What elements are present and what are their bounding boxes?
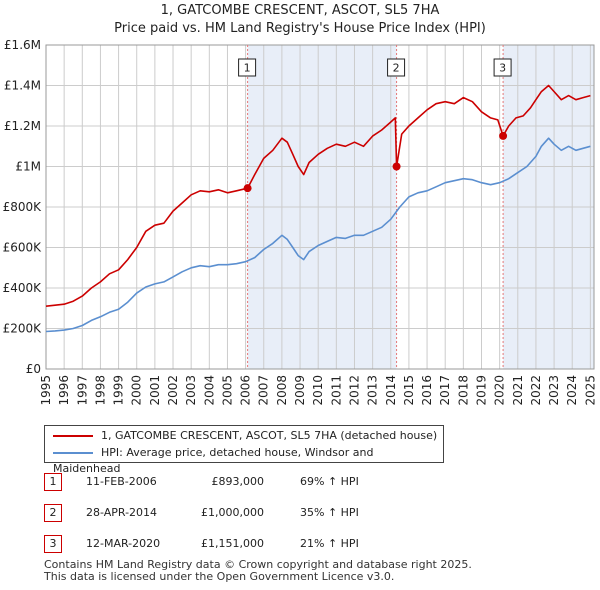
- x-tick-label: 1999: [112, 375, 126, 406]
- x-tick-label: 1997: [75, 375, 89, 406]
- sale-hpi-change: 69% ↑ HPI: [300, 475, 359, 488]
- y-tick-label: £800K: [3, 200, 43, 214]
- sale-point-marker: [243, 184, 252, 193]
- legend-item-hpi: HPI: Average price, detached house, Wind…: [53, 445, 443, 475]
- sale-label-number: 2: [393, 62, 400, 75]
- footer-line-2: This data is licensed under the Open Gov…: [44, 570, 395, 583]
- sale-point-marker: [392, 162, 401, 171]
- sale-point-marker: [499, 131, 508, 140]
- x-tick-label: 2009: [293, 375, 307, 406]
- sale-price: £1,000,000: [201, 506, 264, 519]
- x-tick-label: 1995: [39, 375, 53, 406]
- legend-item-property: 1, GATCOMBE CRESCENT, ASCOT, SL5 7HA (de…: [53, 428, 437, 444]
- sale-date: 11-FEB-2006: [86, 475, 157, 488]
- y-tick-label: £1.4M: [4, 79, 41, 93]
- x-tick-label: 2000: [130, 375, 144, 406]
- legend-hpi-swatch: [53, 452, 93, 454]
- plot-border: [45, 44, 595, 370]
- sale-hpi-change: 35% ↑ HPI: [300, 506, 359, 519]
- sale-label-box: [238, 58, 257, 77]
- sale-number-box: 3: [44, 535, 62, 553]
- x-tick-label: 1998: [93, 375, 107, 406]
- x-tick-label: 2021: [511, 375, 525, 406]
- y-tick-label: £200K: [3, 322, 43, 336]
- y-tick-label: £1.6M: [4, 38, 41, 52]
- title-line-2: Price paid vs. HM Land Registry's House …: [114, 21, 486, 36]
- x-tick-label: 2015: [402, 375, 416, 406]
- footer: Contains HM Land Registry data © Crown c…: [44, 559, 472, 583]
- sale-price: £893,000: [211, 475, 265, 488]
- sale-markers: 1 2 3: [238, 58, 512, 193]
- x-tick-label: 2008: [275, 375, 289, 406]
- sale-number-box: 2: [44, 504, 62, 522]
- y-tick-label: £400K: [3, 281, 43, 295]
- x-tick-label: 2025: [583, 375, 597, 406]
- x-tick-label: 2014: [384, 375, 398, 406]
- y-tick-label: £600K: [3, 241, 43, 255]
- sale-date: 12-MAR-2020: [86, 537, 161, 550]
- x-tick-label: 2017: [438, 375, 452, 406]
- x-tick-label: 2010: [311, 375, 325, 406]
- y-axis-ticks: £0 £200K £400K £600K £800K £1M £1.2M £1.4M £1.6M: [3, 38, 43, 376]
- legend: 1, GATCOMBE CRESCENT, ASCOT, SL5 7HA (de…: [44, 425, 444, 475]
- x-tick-label: 2006: [239, 375, 253, 406]
- chart-title: 1, GATCOMBE CRESCENT, ASCOT, SL5 7HA Pri…: [0, 2, 600, 38]
- sale-label-box: [493, 58, 512, 77]
- property-price-line: [45, 84, 591, 307]
- legend-hpi-label: HPI: Average price, detached house, Wind…: [53, 446, 374, 475]
- sale-label-number: 1: [244, 62, 251, 75]
- hpi-line: [45, 137, 591, 333]
- y-tick-label: £0: [26, 362, 41, 376]
- footer-line-1: Contains HM Land Registry data © Crown c…: [44, 558, 472, 571]
- x-tick-label: 2022: [529, 375, 543, 406]
- price-chart: £0 £200K £400K £600K £800K £1M £1.2M £1.4M £1.6M…: [3, 38, 598, 406]
- x-tick-label: 2012: [347, 375, 361, 406]
- x-tick-label: 2001: [148, 375, 162, 406]
- sale-hpi-change: 21% ↑ HPI: [300, 537, 359, 550]
- x-tick-label: 2020: [493, 375, 507, 406]
- y-tick-label: £1M: [15, 160, 41, 174]
- sale-number-box: 1: [44, 473, 62, 491]
- x-tick-label: 2016: [420, 375, 434, 406]
- x-tick-label: 2003: [184, 375, 198, 406]
- x-tick-label: 2013: [366, 375, 380, 406]
- sale-date: 28-APR-2014: [86, 506, 158, 519]
- x-tick-label: 2005: [220, 375, 234, 406]
- x-tick-label: 2011: [329, 375, 343, 406]
- x-tick-label: 1996: [57, 375, 71, 406]
- x-tick-label: 2002: [166, 375, 180, 406]
- title-line-1: 1, GATCOMBE CRESCENT, ASCOT, SL5 7HA: [160, 3, 440, 18]
- series-lines: [45, 84, 591, 333]
- sale-label-box: [387, 58, 406, 77]
- y-tick-label: £1.2M: [4, 119, 41, 133]
- sale-label-number: 3: [499, 62, 506, 75]
- x-tick-label: 2024: [565, 375, 579, 406]
- sale-date-lines: [247, 45, 504, 369]
- legend-property-label: 1, GATCOMBE CRESCENT, ASCOT, SL5 7HA (de…: [101, 429, 438, 442]
- x-axis-ticks: 1995 1996 1997 1998 1999 2000 2001 2002 2003 2004…: [39, 375, 597, 406]
- x-tick-label: 2018: [456, 375, 470, 406]
- x-tick-label: 2019: [474, 375, 488, 406]
- legend-property-swatch: [53, 435, 93, 437]
- x-tick-label: 2007: [257, 375, 271, 406]
- sale-price: £1,151,000: [201, 537, 264, 550]
- x-tick-label: 2023: [547, 375, 561, 406]
- x-tick-label: 2004: [202, 375, 216, 406]
